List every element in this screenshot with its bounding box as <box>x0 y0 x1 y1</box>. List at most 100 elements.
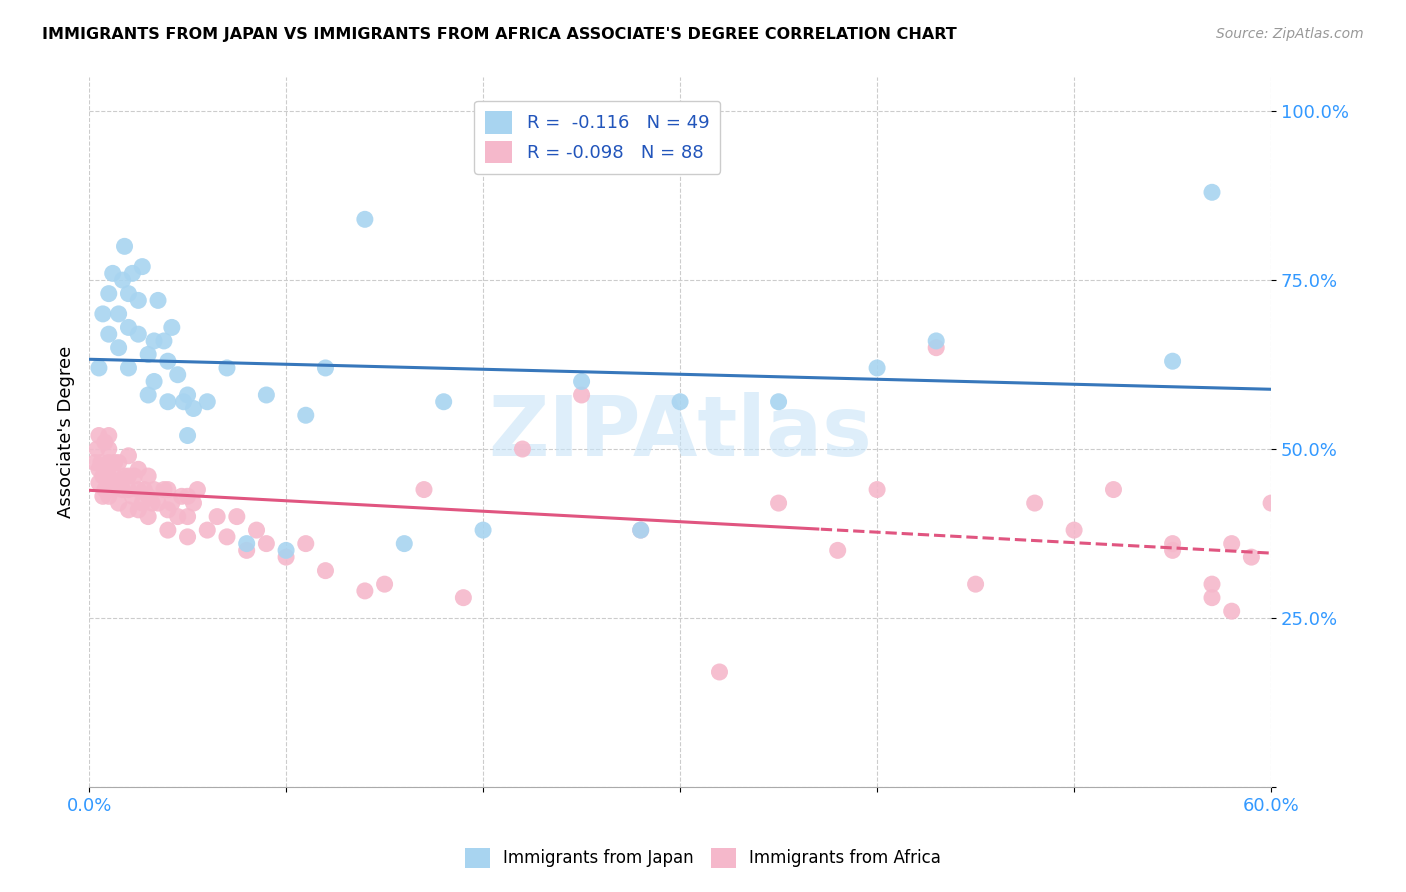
Point <box>156 394 179 409</box>
Point <box>107 456 129 470</box>
Point <box>1201 577 1223 591</box>
Point <box>1024 496 1046 510</box>
Point <box>1201 186 1223 200</box>
Point <box>117 286 139 301</box>
Point <box>453 591 475 605</box>
Point <box>176 530 198 544</box>
Point <box>394 536 416 550</box>
Point <box>1201 591 1223 605</box>
Point <box>117 483 139 497</box>
Point <box>107 475 129 490</box>
Point <box>195 523 218 537</box>
Point <box>146 496 169 510</box>
Point <box>254 536 277 550</box>
Point <box>101 266 124 280</box>
Point <box>143 375 166 389</box>
Point <box>121 489 143 503</box>
Point <box>235 543 257 558</box>
Point <box>97 469 120 483</box>
Point <box>91 469 114 483</box>
Point <box>127 483 149 497</box>
Point <box>294 409 316 423</box>
Point <box>1161 543 1184 558</box>
Point <box>866 483 889 497</box>
Point <box>827 543 849 558</box>
Point <box>94 483 117 497</box>
Point <box>205 509 228 524</box>
Point <box>84 456 107 470</box>
Point <box>215 530 238 544</box>
Point <box>124 469 146 483</box>
Point <box>104 469 127 483</box>
Point <box>114 469 136 483</box>
Point <box>136 347 159 361</box>
Point <box>170 489 193 503</box>
Point <box>925 334 948 348</box>
Point <box>173 394 195 409</box>
Point <box>111 483 134 497</box>
Point <box>97 456 120 470</box>
Point <box>136 489 159 503</box>
Point <box>274 543 297 558</box>
Point <box>153 483 176 497</box>
Point <box>1220 604 1243 618</box>
Y-axis label: Associate's Degree: Associate's Degree <box>58 346 75 518</box>
Point <box>114 239 136 253</box>
Point <box>153 334 176 348</box>
Point <box>630 523 652 537</box>
Point <box>965 577 987 591</box>
Point <box>768 394 790 409</box>
Point <box>1102 483 1125 497</box>
Point <box>354 212 377 227</box>
Point <box>87 462 110 476</box>
Point <box>160 496 183 510</box>
Point <box>127 327 149 342</box>
Point <box>97 428 120 442</box>
Point <box>127 462 149 476</box>
Point <box>314 564 336 578</box>
Point <box>117 449 139 463</box>
Point <box>1161 536 1184 550</box>
Point <box>117 361 139 376</box>
Point <box>94 462 117 476</box>
Point <box>709 665 731 679</box>
Point <box>111 273 134 287</box>
Point <box>117 320 139 334</box>
Point <box>433 394 456 409</box>
Point <box>630 523 652 537</box>
Point <box>156 354 179 368</box>
Point <box>215 361 238 376</box>
Point <box>571 375 593 389</box>
Point <box>87 475 110 490</box>
Point <box>136 388 159 402</box>
Point <box>354 583 377 598</box>
Point <box>96 469 118 483</box>
Point <box>127 293 149 308</box>
Point <box>143 334 166 348</box>
Point <box>294 536 316 550</box>
Point <box>146 293 169 308</box>
Point <box>176 489 198 503</box>
Point <box>131 496 153 510</box>
Text: ZIPAtlas: ZIPAtlas <box>488 392 872 473</box>
Point <box>669 394 692 409</box>
Point <box>87 361 110 376</box>
Point <box>183 496 205 510</box>
Point <box>117 469 139 483</box>
Point <box>86 442 108 456</box>
Point <box>571 388 593 402</box>
Point <box>97 489 120 503</box>
Point <box>1063 523 1085 537</box>
Legend: R =  -0.116   N = 49, R = -0.098   N = 88: R = -0.116 N = 49, R = -0.098 N = 88 <box>474 101 720 174</box>
Point <box>183 401 205 416</box>
Point <box>925 341 948 355</box>
Point <box>225 509 247 524</box>
Point <box>413 483 436 497</box>
Point <box>121 266 143 280</box>
Point <box>104 456 127 470</box>
Point <box>127 503 149 517</box>
Point <box>176 428 198 442</box>
Point <box>136 509 159 524</box>
Point <box>97 442 120 456</box>
Point <box>101 483 124 497</box>
